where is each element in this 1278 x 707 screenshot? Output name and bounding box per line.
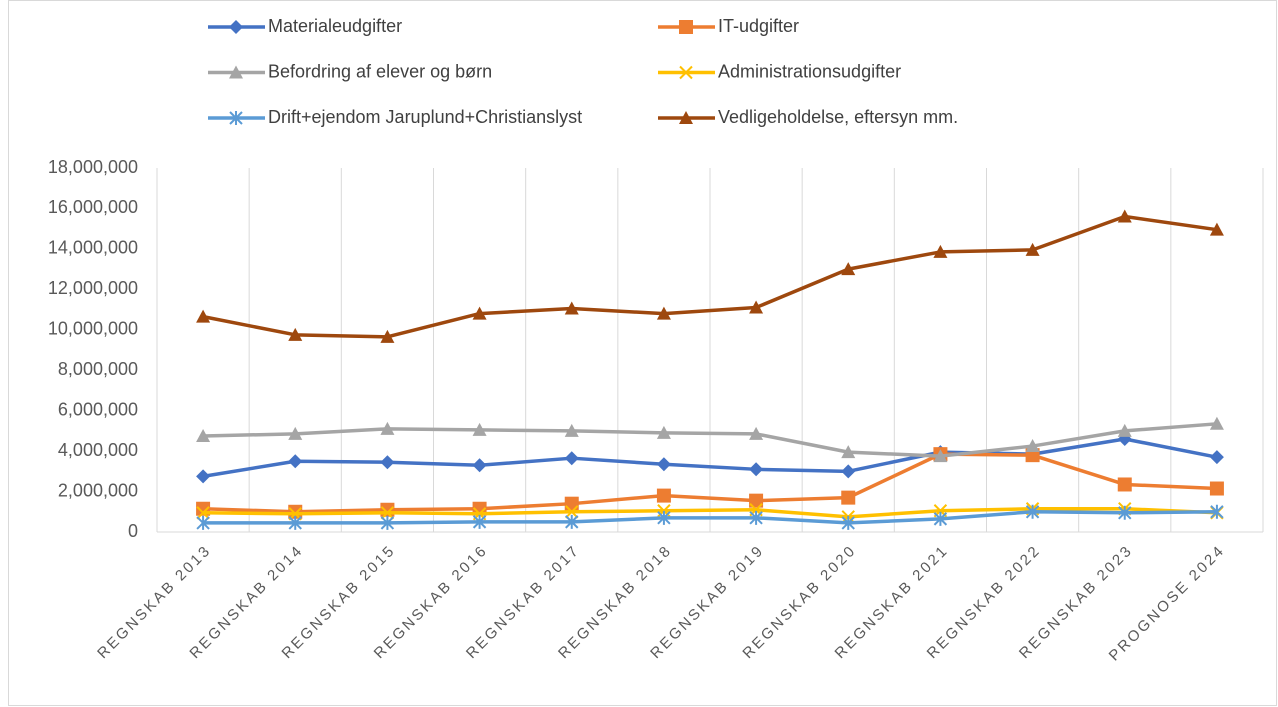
marker [564,423,579,437]
legend-label: Befordring af elever og børn [268,61,492,81]
marker [229,20,243,34]
marker [288,426,303,440]
series-line [202,214,1218,339]
marker [380,506,395,520]
marker [656,457,671,472]
series-line [203,452,1217,514]
marker [656,425,671,439]
legend-label: Vedligeholdelse, eftersyn mm. [718,107,958,127]
marker [1025,242,1040,256]
marker [1210,504,1224,519]
marker [472,458,487,473]
marker [841,490,856,505]
marker [1117,477,1132,492]
y-tick-label: 8,000,000 [58,359,138,379]
y-tick-label: 10,000,000 [48,319,138,339]
marker [1117,209,1132,223]
marker [380,502,395,517]
marker [1209,481,1224,496]
marker [749,300,764,314]
marker [564,451,579,466]
series-line [203,510,1217,525]
marker [841,464,856,479]
marker [1209,450,1224,465]
marker [288,327,303,341]
marker [841,445,856,459]
legend-label: Materialeudgifter [268,16,402,36]
marker [229,111,243,125]
marker [1025,504,1040,519]
y-tick-label: 0 [128,521,138,541]
y-tick-label: 14,000,000 [48,238,138,258]
marker [472,306,487,320]
marker [564,301,579,315]
marker [749,462,764,477]
y-tick-label: 12,000,000 [48,278,138,298]
chart-border [8,0,1277,706]
marker [472,422,487,436]
y-tick-label: 2,000,000 [58,480,138,500]
marker [229,65,243,79]
marker [749,510,763,525]
marker [380,455,395,470]
y-tick-label: 6,000,000 [58,399,138,419]
marker [656,306,671,320]
marker [1025,439,1040,453]
marker [749,426,764,440]
y-tick-label: 18,000,000 [48,157,138,177]
y-tick-label: 16,000,000 [48,197,138,217]
marker [679,111,693,124]
marker [933,244,948,258]
marker [196,506,210,520]
marker [564,496,579,511]
marker [1209,416,1224,430]
marker [380,421,395,435]
marker [1118,505,1132,520]
series-line [202,437,1218,479]
marker [933,449,948,463]
marker [380,515,395,530]
marker [841,515,855,530]
series-line [203,422,1218,458]
legend-label: IT-udgifter [718,16,799,36]
series-line [203,506,1217,519]
marker [657,510,671,525]
marker [196,515,210,530]
marker [196,469,211,484]
marker [749,493,764,508]
legend-label: Drift+ejendom Jaruplund+Christianslyst [268,107,582,127]
legend-label: Administrationsudgifter [718,61,901,81]
marker [1209,222,1224,236]
marker [288,515,302,530]
marker [565,505,579,519]
y-tick-label: 4,000,000 [58,440,138,460]
marker [196,428,211,442]
marker [288,454,303,469]
marker [679,20,693,34]
marker [1117,423,1132,437]
marker [679,65,693,80]
marker [472,514,487,529]
marker [656,488,671,503]
marker [565,514,579,529]
marker [933,511,948,526]
marker [380,329,395,343]
marker [841,262,856,276]
marker [196,309,211,323]
